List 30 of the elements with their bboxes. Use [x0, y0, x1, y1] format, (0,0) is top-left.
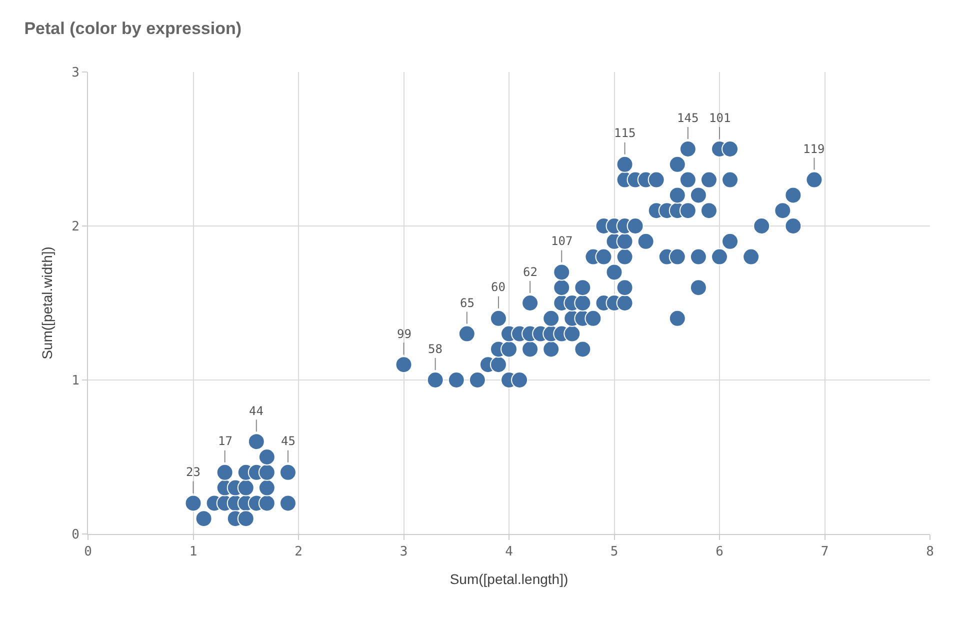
annotation: 99: [397, 327, 412, 341]
annotation: 17: [218, 434, 232, 448]
annotation: 58: [428, 342, 442, 356]
x-tick-label: 4: [505, 544, 514, 560]
x-tick-label: 1: [189, 544, 198, 560]
x-tick-label: 6: [716, 544, 724, 560]
annotation: 101: [709, 111, 731, 125]
x-tick-label: 5: [610, 544, 618, 560]
x-tick-label: 2: [294, 544, 302, 560]
annotation: 107: [551, 234, 573, 248]
y-tick-label: 3: [72, 66, 80, 81]
annotation: 65: [460, 296, 474, 310]
chart-title: Petal (color by expression): [24, 19, 242, 38]
annotation: 62: [523, 265, 538, 279]
annotation: 115: [614, 126, 636, 140]
annotation: 145: [677, 111, 699, 125]
y-tick-label: 0: [72, 528, 80, 543]
y-axis-title: Sum([petal.width]): [39, 246, 56, 360]
x-tick-label: 8: [926, 544, 934, 560]
annotation: 60: [491, 280, 506, 294]
annotation: 44: [249, 404, 264, 418]
annotation: 119: [803, 142, 825, 156]
y-tick-label: 1: [72, 374, 80, 389]
annotation: 23: [186, 465, 200, 479]
y-tick-label: 2: [72, 220, 80, 235]
x-tick-label: 7: [820, 544, 829, 560]
x-axis-title: Sum([petal.length]): [450, 570, 568, 587]
annotation: 45: [281, 434, 296, 448]
x-tick-label: 3: [400, 544, 408, 560]
x-tick-label: 0: [84, 544, 92, 560]
